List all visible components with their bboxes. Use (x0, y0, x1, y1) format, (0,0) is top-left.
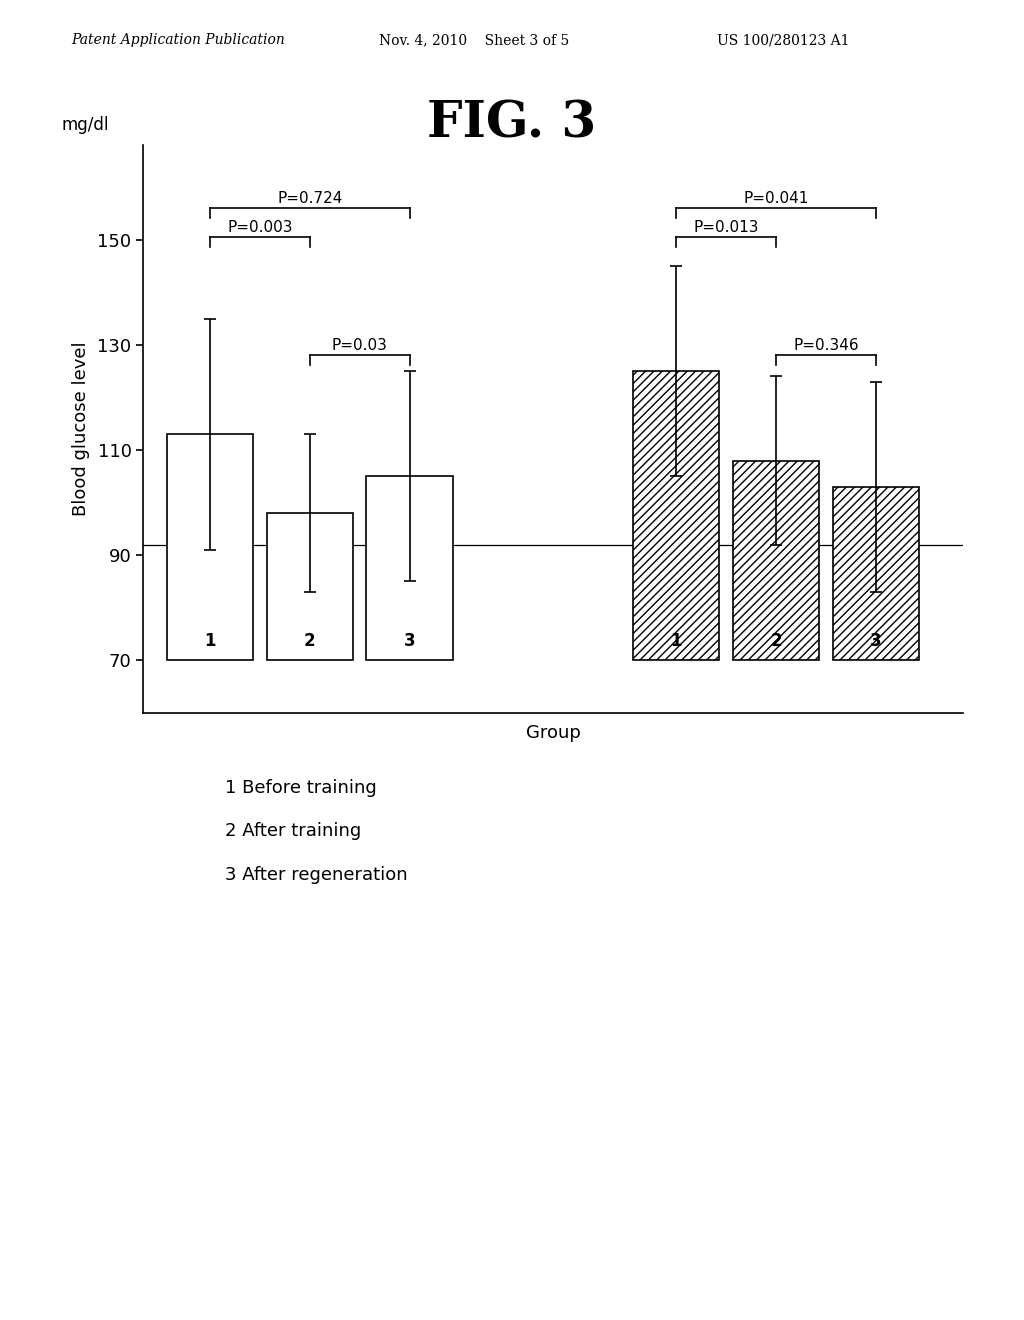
Text: 1: 1 (671, 632, 682, 649)
Text: 3: 3 (870, 632, 882, 649)
Text: P=0.003: P=0.003 (227, 219, 293, 235)
Bar (633, 371, 720, 660)
Text: P=0.03: P=0.03 (332, 338, 388, 352)
Text: US 100/280123 A1: US 100/280123 A1 (717, 33, 849, 48)
Text: 2: 2 (770, 632, 782, 649)
Y-axis label: Blood glucose level: Blood glucose level (73, 342, 90, 516)
Text: mg/dl: mg/dl (61, 116, 109, 133)
Bar (367, 477, 453, 660)
Text: Patent Application Publication: Patent Application Publication (72, 33, 286, 48)
Bar (266, 513, 353, 660)
Text: P=0.724: P=0.724 (278, 190, 343, 206)
Bar (733, 461, 819, 660)
Text: 2 After training: 2 After training (225, 822, 361, 841)
Bar (833, 487, 920, 660)
Text: P=0.013: P=0.013 (693, 219, 759, 235)
Text: 3: 3 (403, 632, 416, 649)
Text: 1: 1 (204, 632, 216, 649)
Bar (167, 434, 253, 660)
Text: Nov. 4, 2010    Sheet 3 of 5: Nov. 4, 2010 Sheet 3 of 5 (379, 33, 569, 48)
Text: 1 Before training: 1 Before training (225, 779, 377, 797)
Text: 2: 2 (304, 632, 315, 649)
Text: P=0.346: P=0.346 (794, 338, 859, 352)
Text: 3 After regeneration: 3 After regeneration (225, 866, 408, 884)
Text: FIG. 3: FIG. 3 (427, 99, 597, 148)
Text: P=0.041: P=0.041 (743, 190, 809, 206)
X-axis label: Group: Group (525, 723, 581, 742)
